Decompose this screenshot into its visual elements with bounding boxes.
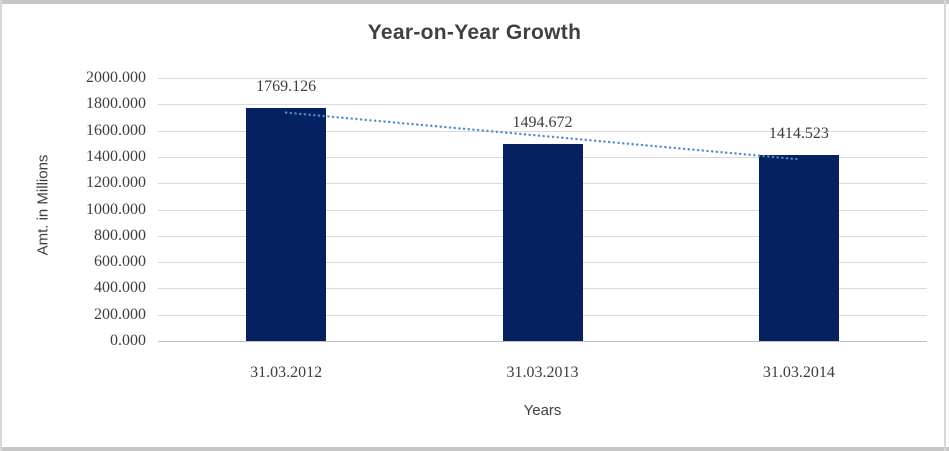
frame-border-right <box>944 0 946 451</box>
x-axis-tick-label: 31.03.2012 <box>250 364 323 381</box>
y-axis-tick-label: 400.000 <box>94 279 146 297</box>
frame-border-top <box>0 0 949 4</box>
y-axis-tick-label: 1800.000 <box>86 95 146 113</box>
y-axis-tick-label: 800.000 <box>94 226 146 244</box>
x-axis-title: Years <box>523 402 562 419</box>
bar-data-label: 1414.523 <box>768 124 829 142</box>
y-axis-tick-label: 1200.000 <box>86 174 146 192</box>
bar-31.03.2013 <box>502 144 583 341</box>
frame-border-left <box>0 0 2 451</box>
y-axis-tick-label: 600.000 <box>94 253 146 271</box>
y-axis-tick-label: 1600.000 <box>86 121 146 139</box>
bar-data-label: 1494.672 <box>512 114 573 132</box>
y-axis-tick-label: 0.000 <box>110 332 146 349</box>
gridline <box>158 78 927 79</box>
frame-border-bottom <box>0 447 949 451</box>
chart-title: Year-on-Year Growth <box>367 21 582 44</box>
y-axis-tick-label: 200.000 <box>94 305 146 323</box>
bar-31.03.2012 <box>246 108 327 341</box>
y-axis-tick-label: 1000.000 <box>86 200 146 218</box>
y-axis-tick-label: 1400.000 <box>86 147 146 165</box>
y-axis-tick-label: 2000.000 <box>86 69 146 86</box>
x-axis-tick-label: 31.03.2013 <box>506 364 579 381</box>
bar-data-label: 1769.126 <box>256 78 317 96</box>
bar-31.03.2014 <box>758 154 839 341</box>
gridline <box>158 104 927 106</box>
x-axis-line <box>158 341 927 342</box>
x-axis-tick-label: 31.03.2014 <box>762 364 835 381</box>
